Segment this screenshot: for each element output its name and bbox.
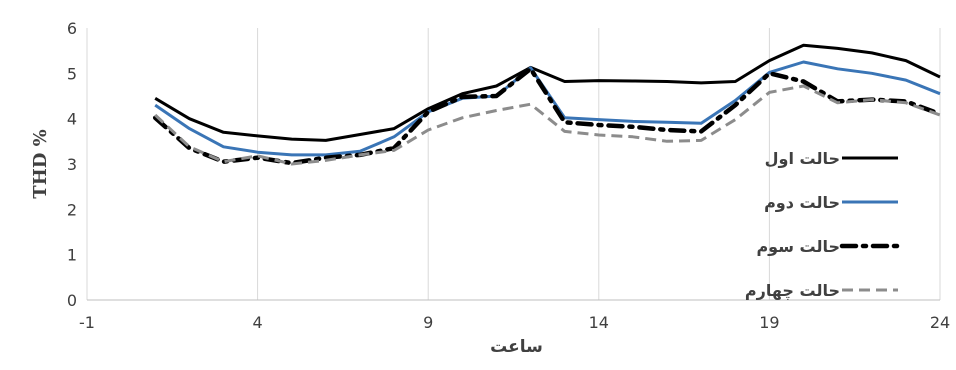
series-line-1 bbox=[154, 43, 941, 142]
legend-item-4: حالت چهارم bbox=[745, 281, 898, 301]
series-line-3 bbox=[152, 66, 943, 166]
series-line-4 bbox=[154, 84, 941, 166]
legend-item-2: حالت دوم bbox=[764, 193, 898, 212]
y-tick-label-1: 1 bbox=[67, 246, 77, 265]
y-tick-label-0: 0 bbox=[67, 291, 77, 310]
x-tick-label-4: 19 bbox=[759, 313, 779, 332]
legend-item-3: حالت سوم bbox=[756, 237, 901, 256]
y-tick-label-3: 3 bbox=[67, 155, 77, 174]
legend: حالت اول حالت دوم حالت سوم حالت چهارم bbox=[745, 149, 901, 301]
legend-label-1: حالت اول bbox=[765, 149, 840, 168]
series-lines bbox=[152, 43, 943, 166]
x-tick-label-3: 14 bbox=[589, 313, 609, 332]
legend-label-3: حالت سوم bbox=[756, 237, 840, 256]
legend-item-1: حالت اول bbox=[765, 149, 898, 168]
y-tick-label-4: 4 bbox=[67, 110, 77, 129]
x-axis-ticks: -1 4 9 14 19 24 bbox=[79, 313, 950, 332]
legend-label-2: حالت دوم bbox=[764, 193, 840, 212]
y-axis-ticks: 0 1 2 3 4 5 6 bbox=[67, 19, 77, 310]
x-tick-label-0: -1 bbox=[79, 313, 95, 332]
x-tick-label-5: 24 bbox=[930, 313, 950, 332]
y-axis-title: THD % bbox=[30, 129, 51, 198]
y-tick-label-6: 6 bbox=[67, 19, 77, 38]
legend-label-4: حالت چهارم bbox=[745, 281, 840, 301]
x-tick-label-1: 4 bbox=[253, 313, 263, 332]
y-tick-label-2: 2 bbox=[67, 200, 77, 219]
x-axis-title: ساعت bbox=[490, 337, 543, 357]
y-tick-label-5: 5 bbox=[67, 64, 77, 83]
x-tick-label-2: 9 bbox=[423, 313, 433, 332]
